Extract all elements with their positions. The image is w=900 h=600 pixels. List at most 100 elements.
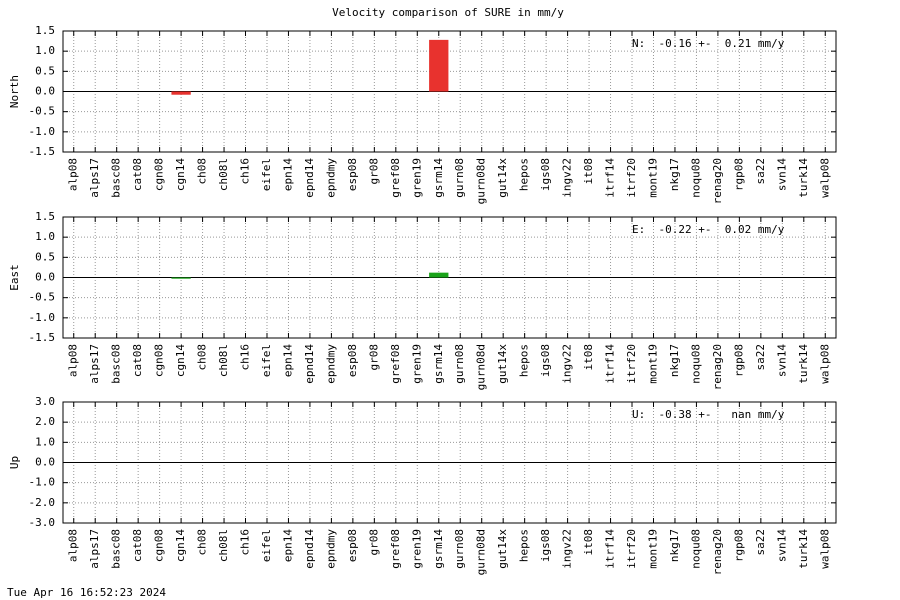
x-tick-label: esp08 <box>346 158 359 191</box>
x-tick-label: gurn08 <box>453 344 466 384</box>
x-tick-label: itrf14 <box>604 344 617 384</box>
x-tick-label: ingv22 <box>561 158 574 198</box>
x-tick-label: ch08 <box>196 529 209 556</box>
y-tick-label: -1.0 <box>29 125 56 138</box>
x-tick-label: sa22 <box>754 529 767 556</box>
timestamp: Tue Apr 16 16:52:23 2024 <box>7 586 166 599</box>
x-tick-label: eifel <box>260 529 273 562</box>
x-tick-label: cat08 <box>131 344 144 377</box>
y-axis-label: Up <box>8 456 21 469</box>
x-tick-label: walp08 <box>818 529 831 569</box>
y-tick-label: 0.5 <box>35 64 55 77</box>
x-tick-label: sa22 <box>754 344 767 371</box>
x-tick-label: gut14x <box>496 158 509 198</box>
y-tick-label: -1.0 <box>29 311 56 324</box>
y-axis-label: North <box>8 75 21 108</box>
x-tick-label: itrf20 <box>625 529 638 569</box>
x-tick-label: gr08 <box>367 158 380 185</box>
x-tick-label: gsrm14 <box>432 529 445 569</box>
x-tick-label: epndmy <box>324 158 337 198</box>
x-tick-label: renag20 <box>711 344 724 390</box>
x-tick-label: igs08 <box>539 158 552 191</box>
x-tick-label: gut14x <box>496 344 509 384</box>
x-tick-label: nkg17 <box>668 529 681 562</box>
y-tick-label: -0.5 <box>29 105 56 118</box>
x-tick-label: basc08 <box>110 344 123 384</box>
x-tick-label: renag20 <box>711 529 724 575</box>
x-tick-label: svn14 <box>775 158 788 191</box>
x-tick-label: cgn14 <box>174 344 187 377</box>
x-tick-label: gurn08d <box>475 158 488 204</box>
x-tick-label: turk14 <box>797 344 810 384</box>
x-tick-label: igs08 <box>539 529 552 562</box>
x-tick-label: alps17 <box>88 529 101 569</box>
x-tick-label: gurn08d <box>475 344 488 390</box>
x-tick-label: eifel <box>260 158 273 191</box>
x-tick-label: gr08 <box>367 344 380 371</box>
x-tick-label: cgn08 <box>153 529 166 562</box>
x-tick-label: alp08 <box>67 158 80 191</box>
y-tick-label: -0.5 <box>29 291 56 304</box>
y-tick-label: 0.0 <box>35 456 55 469</box>
x-tick-label: gren19 <box>410 344 423 384</box>
x-tick-label: nkg17 <box>668 158 681 191</box>
x-tick-label: alp08 <box>67 529 80 562</box>
x-tick-label: ch08l <box>217 158 230 191</box>
x-tick-label: cat08 <box>131 529 144 562</box>
x-tick-label: eifel <box>260 344 273 377</box>
x-tick-label: mont19 <box>646 529 659 569</box>
x-tick-label: hepos <box>518 158 531 191</box>
y-tick-label: 1.0 <box>35 44 55 57</box>
y-tick-label: 3.0 <box>35 395 55 408</box>
y-tick-label: 0.0 <box>35 271 55 284</box>
y-tick-label: 1.0 <box>35 230 55 243</box>
figure-title: Velocity comparison of SURE in mm/y <box>332 6 564 19</box>
x-tick-label: epnd14 <box>303 158 316 198</box>
x-tick-label: it08 <box>582 529 595 556</box>
y-tick-label: 0.5 <box>35 250 55 263</box>
x-tick-label: esp08 <box>346 529 359 562</box>
x-tick-label: noqu08 <box>689 344 702 384</box>
y-tick-label: 1.5 <box>35 24 55 37</box>
x-tick-label: alps17 <box>88 158 101 198</box>
x-tick-label: rgp08 <box>732 158 745 191</box>
x-tick-label: walp08 <box>818 344 831 384</box>
y-tick-label: -1.5 <box>29 331 56 344</box>
x-tick-label: esp08 <box>346 344 359 377</box>
x-tick-label: ingv22 <box>561 529 574 569</box>
x-tick-label: ch08 <box>196 158 209 185</box>
x-tick-label: gren19 <box>410 158 423 198</box>
x-tick-label: gr08 <box>367 529 380 556</box>
x-tick-label: gsrm14 <box>432 158 445 198</box>
y-tick-label: 2.0 <box>35 415 55 428</box>
plot-frame <box>62 216 837 339</box>
y-tick-label: -1.5 <box>29 145 56 158</box>
bar <box>171 91 191 95</box>
x-tick-label: igs08 <box>539 344 552 377</box>
x-tick-label: gsrm14 <box>432 344 445 384</box>
y-tick-label: 0.0 <box>35 85 55 98</box>
x-tick-label: alp08 <box>67 344 80 377</box>
y-tick-label: -1.0 <box>29 476 56 489</box>
x-tick-label: cgn14 <box>174 158 187 191</box>
x-tick-label: it08 <box>582 158 595 185</box>
x-tick-label: epnd14 <box>303 344 316 384</box>
x-tick-label: epn14 <box>281 158 294 191</box>
x-tick-label: cat08 <box>131 158 144 191</box>
plot-frame <box>62 401 837 524</box>
x-tick-label: epn14 <box>281 529 294 562</box>
x-tick-label: cgn14 <box>174 529 187 562</box>
x-tick-label: renag20 <box>711 158 724 204</box>
x-tick-label: basc08 <box>110 529 123 569</box>
x-tick-label: itrf14 <box>604 529 617 569</box>
x-tick-label: noqu08 <box>689 158 702 198</box>
x-tick-label: cgn08 <box>153 158 166 191</box>
x-tick-label: ch08l <box>217 529 230 562</box>
x-tick-label: ch08 <box>196 344 209 371</box>
x-tick-label: alps17 <box>88 344 101 384</box>
annotation: N: -0.16 +- 0.21 mm/y <box>632 37 785 50</box>
x-tick-label: svn14 <box>775 344 788 377</box>
y-tick-label: 1.5 <box>35 210 55 223</box>
x-tick-label: noqu08 <box>689 529 702 569</box>
